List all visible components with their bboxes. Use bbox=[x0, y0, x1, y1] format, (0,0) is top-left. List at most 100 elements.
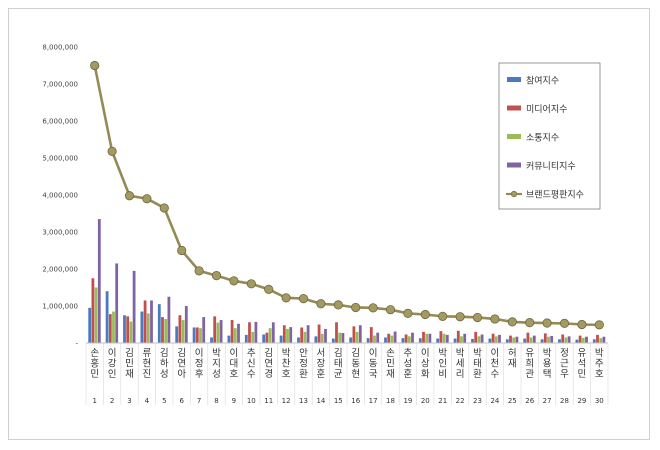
y-tick-label: 5,000,000 bbox=[42, 155, 78, 163]
bar bbox=[471, 338, 474, 343]
line-point bbox=[438, 311, 448, 321]
bar bbox=[251, 331, 255, 343]
line-point bbox=[351, 302, 361, 313]
x-rank-label: 19 bbox=[403, 397, 412, 405]
x-rank-label: 13 bbox=[299, 397, 308, 405]
legend-marker bbox=[510, 190, 518, 198]
x-rank-label: 2 bbox=[110, 397, 114, 405]
bar bbox=[460, 336, 463, 343]
x-rank-label: 28 bbox=[560, 397, 569, 405]
x-rank-label: 10 bbox=[247, 397, 256, 405]
bar bbox=[599, 338, 603, 343]
bar bbox=[352, 326, 356, 343]
bar bbox=[474, 331, 478, 343]
x-rank-label: 3 bbox=[127, 397, 131, 405]
x-rank-label: 14 bbox=[316, 397, 325, 405]
bar bbox=[366, 338, 370, 343]
bar bbox=[282, 325, 286, 343]
bar bbox=[369, 327, 373, 343]
bar bbox=[202, 317, 206, 343]
x-rank-label: 8 bbox=[214, 397, 218, 405]
x-rank-label: 30 bbox=[595, 397, 604, 405]
bar bbox=[195, 327, 199, 343]
legend-label: 커뮤니티지수 bbox=[526, 161, 576, 172]
line-point bbox=[542, 318, 552, 328]
x-rank-label: 24 bbox=[490, 397, 499, 405]
y-tick-label: 3,000,000 bbox=[42, 229, 78, 237]
bar bbox=[150, 300, 153, 343]
bar bbox=[425, 333, 429, 343]
line-point bbox=[333, 300, 343, 310]
x-rank-label: 26 bbox=[525, 397, 534, 405]
x-rank-label: 5 bbox=[162, 397, 166, 405]
bar bbox=[279, 335, 283, 343]
x-rank-label: 25 bbox=[508, 397, 517, 405]
bar bbox=[445, 334, 449, 343]
bar bbox=[523, 338, 527, 343]
bar bbox=[585, 336, 588, 343]
legend-label: 소통지수 bbox=[526, 133, 559, 144]
bar bbox=[157, 304, 161, 343]
bar bbox=[463, 333, 467, 343]
bar bbox=[314, 336, 318, 343]
bar bbox=[550, 335, 554, 343]
line-point bbox=[507, 317, 517, 327]
y-tick-label: - bbox=[75, 340, 78, 348]
bar bbox=[132, 270, 136, 343]
bar bbox=[265, 332, 269, 343]
legend-swatch bbox=[507, 105, 521, 111]
bar bbox=[115, 263, 119, 343]
bar bbox=[300, 327, 304, 343]
bar bbox=[498, 334, 501, 343]
bar bbox=[317, 324, 321, 343]
bar bbox=[97, 219, 101, 343]
bar bbox=[324, 328, 327, 343]
bar bbox=[418, 338, 422, 343]
bar bbox=[271, 322, 275, 343]
y-tick-label: 8,000,000 bbox=[42, 44, 78, 52]
bar bbox=[567, 336, 571, 343]
x-rank-label: 6 bbox=[179, 397, 184, 405]
bar bbox=[338, 332, 342, 343]
bar bbox=[331, 338, 335, 343]
line-point bbox=[107, 146, 117, 156]
line-point bbox=[142, 194, 152, 204]
bar bbox=[355, 331, 359, 343]
x-rank-label: 17 bbox=[369, 397, 378, 405]
x-rank-label: 11 bbox=[264, 397, 273, 405]
bar bbox=[453, 338, 457, 343]
line-point bbox=[420, 309, 430, 320]
legend-swatch bbox=[507, 162, 521, 168]
legend-label: 미디어지수 bbox=[526, 104, 567, 115]
bar bbox=[540, 339, 544, 343]
line-point bbox=[316, 299, 326, 309]
line-point bbox=[264, 284, 274, 294]
bar bbox=[592, 339, 596, 343]
bar bbox=[341, 333, 345, 343]
x-axis: 손 흥 민 1 이 강 인 2 김 민 재 3 류 현 진 4 김 하 성 5 김 연 아 6 이 정 후 7 박 지 성 8 이 대 호 9 추 신 수 1… bbox=[85, 342, 609, 405]
bar bbox=[387, 333, 391, 343]
line-point bbox=[159, 203, 169, 213]
y-axis: 8,000,000 7,000,000 6,000,000 5,000,000 4,00… bbox=[42, 44, 78, 348]
line-point bbox=[490, 314, 500, 324]
line-point bbox=[124, 191, 135, 201]
bar bbox=[230, 320, 234, 343]
bar bbox=[289, 327, 293, 343]
legend-swatch bbox=[507, 77, 521, 82]
line-point bbox=[368, 303, 378, 313]
x-rank-label: 20 bbox=[421, 397, 430, 405]
bar bbox=[88, 307, 92, 343]
